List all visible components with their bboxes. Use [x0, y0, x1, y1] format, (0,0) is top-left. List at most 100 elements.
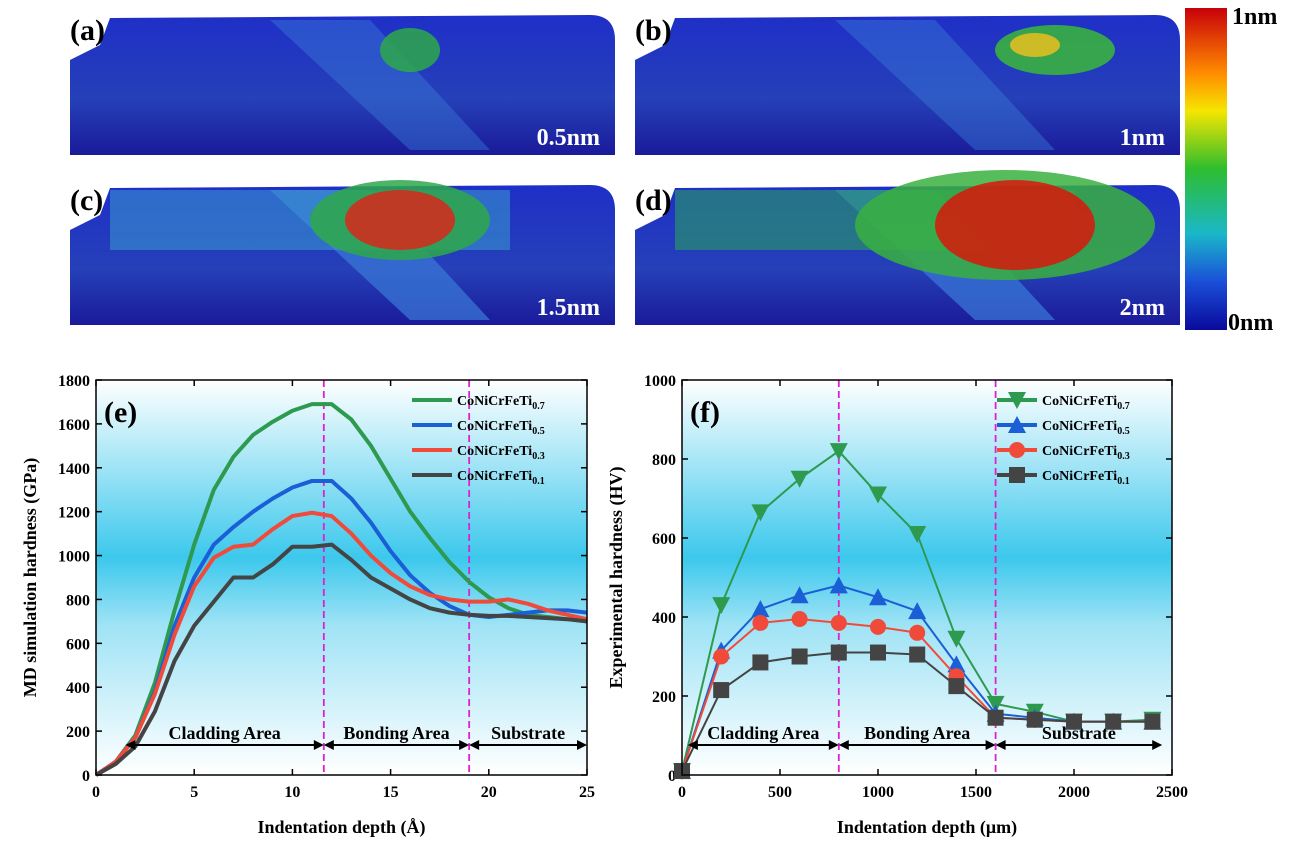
marker: [1026, 711, 1043, 728]
y-tick-label: 1400: [58, 461, 90, 478]
y-tick-label: 800: [652, 452, 676, 469]
displacement-zone: [1010, 33, 1060, 57]
marker: [869, 486, 887, 504]
marker: [947, 655, 966, 673]
marker: [791, 648, 808, 665]
legend-label: CoNiCrFeTi0.3: [1042, 444, 1130, 462]
legend-label: CoNiCrFeTi0.7: [1042, 394, 1130, 412]
panel-label: (c): [70, 184, 103, 217]
series-line: [94, 402, 588, 777]
legend-label: CoNiCrFeTi0.5: [457, 419, 545, 437]
marker: [790, 470, 809, 488]
x-tick-label: 1500: [960, 784, 992, 801]
y-tick-label: 1200: [58, 505, 90, 522]
legend-label: CoNiCrFeTi0.1: [457, 469, 545, 487]
marker: [751, 504, 770, 522]
y-tick-label: 600: [652, 531, 676, 548]
scale-label: 0.5nm: [537, 125, 600, 151]
displacement-zone: [345, 190, 455, 250]
slip-band: [270, 20, 490, 150]
legend-label: CoNiCrFeTi0.1: [1042, 469, 1130, 487]
colorbar-min: 0nm: [1228, 310, 1273, 336]
marker: [829, 443, 848, 461]
chart: 0 200 400 600 800 1000 1200 1400 1600 1800 0 5 10 15 2…: [20, 373, 595, 838]
marker: [752, 614, 769, 631]
y-axis-title: Experimental hardness (HV): [606, 467, 627, 689]
x-tick-label: 500: [768, 784, 792, 801]
y-tick-label: 1800: [58, 373, 90, 390]
panel-label: (b): [635, 14, 672, 47]
md-panel: (d) 2nm: [635, 170, 1180, 325]
panel-label: (f): [690, 396, 720, 429]
marker: [752, 654, 769, 671]
x-tick-label: 10: [284, 784, 300, 801]
region-label: Cladding Area: [169, 723, 281, 743]
md-panel: (c) 1.5nm: [70, 180, 615, 325]
marker: [1008, 416, 1026, 433]
marker: [1144, 713, 1161, 730]
plot-background: [96, 380, 587, 775]
y-tick-label: 1600: [58, 417, 90, 434]
y-tick-label: 1000: [58, 549, 90, 566]
marker: [870, 618, 886, 635]
series-line: [95, 542, 588, 777]
plot-background: [682, 380, 1172, 775]
x-axis-title: Indentation depth (μm): [837, 817, 1017, 838]
marker: [713, 682, 730, 699]
scale-label: 2nm: [1120, 295, 1165, 321]
marker: [1008, 392, 1026, 409]
marker: [1066, 713, 1082, 730]
x-tick-label: 5: [190, 784, 198, 801]
y-tick-label: 800: [66, 592, 90, 609]
marker: [947, 630, 966, 648]
marker: [1009, 467, 1025, 483]
marker: [790, 586, 809, 604]
marker: [909, 624, 926, 641]
md-panel: (a) 0.5nm: [70, 14, 615, 155]
marker: [1105, 713, 1122, 730]
marker: [830, 614, 847, 631]
legend-label: CoNiCrFeTi0.7: [457, 394, 545, 412]
region-label: Cladding Area: [707, 723, 819, 743]
colorbar-max: 1nm: [1232, 4, 1277, 30]
marker: [829, 576, 848, 594]
plot-frame: [95, 379, 588, 776]
x-tick-label: 20: [481, 784, 497, 801]
slip-band: [835, 20, 1055, 150]
legend-label: CoNiCrFeTi0.5: [1042, 419, 1130, 437]
y-axis-title: MD simulation hardness (GPa): [20, 458, 41, 698]
marker: [713, 648, 730, 665]
series-line: [94, 510, 588, 777]
y-tick-label: 0: [82, 768, 90, 785]
marker: [987, 709, 1004, 726]
marker: [909, 646, 926, 663]
x-tick-label: 15: [383, 784, 399, 801]
marker: [908, 602, 927, 620]
region-label: Bonding Area: [864, 723, 970, 743]
marker: [751, 600, 770, 618]
scale-label: 1nm: [1120, 125, 1165, 151]
y-tick-label: 400: [652, 610, 676, 627]
scale-label: 1.5nm: [537, 295, 600, 321]
atom-slab: [70, 15, 615, 155]
y-tick-label: 1000: [644, 373, 676, 390]
y-tick-label: 200: [66, 724, 90, 741]
md-panel: (b) 1nm: [635, 14, 1180, 155]
x-tick-label: 0: [678, 784, 686, 801]
panel-label: (d): [635, 184, 672, 217]
region-label: Substrate: [1042, 723, 1116, 743]
legend-label: CoNiCrFeTi0.3: [457, 444, 545, 462]
plot-frame: [681, 379, 1173, 776]
x-tick-label: 1000: [862, 784, 894, 801]
colorbar: [1185, 8, 1227, 330]
x-tick-label: 25: [579, 784, 595, 801]
panel-label: (a): [70, 14, 105, 47]
x-tick-label: 2000: [1058, 784, 1090, 801]
marker: [1009, 442, 1025, 458]
marker: [712, 597, 731, 615]
marker: [870, 644, 886, 661]
x-tick-label: 2500: [1156, 784, 1188, 801]
y-tick-label: 0: [668, 768, 676, 785]
displacement-zone: [380, 28, 440, 72]
